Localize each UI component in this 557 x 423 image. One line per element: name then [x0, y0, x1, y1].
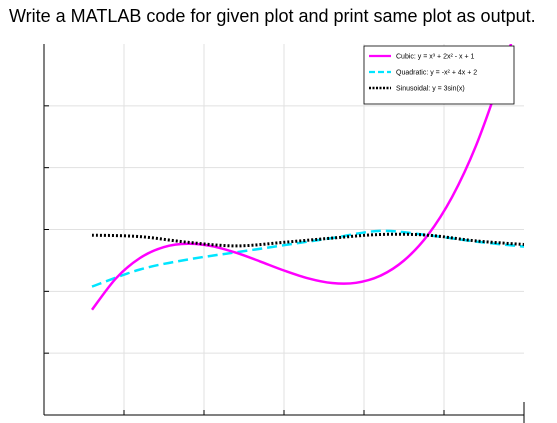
series-lines	[91, 44, 524, 311]
legend-label-1: Quadratic: y = -x² + 4x + 2	[396, 70, 477, 77]
series-line-2	[91, 232, 524, 248]
legend: Cubic: y = x³ + 2x² - x + 1 Quadratic: y …	[363, 45, 515, 105]
ticks	[44, 105, 445, 415]
grid	[44, 44, 524, 415]
series-line-0	[91, 44, 513, 311]
legend-label-2: Sinusoidal: y = 3sin(x)	[396, 86, 465, 93]
question-header: Write a MATLAB code for given plot and p…	[9, 6, 536, 26]
legend-label-0: Cubic: y = x³ + 2x² - x + 1	[396, 54, 474, 61]
